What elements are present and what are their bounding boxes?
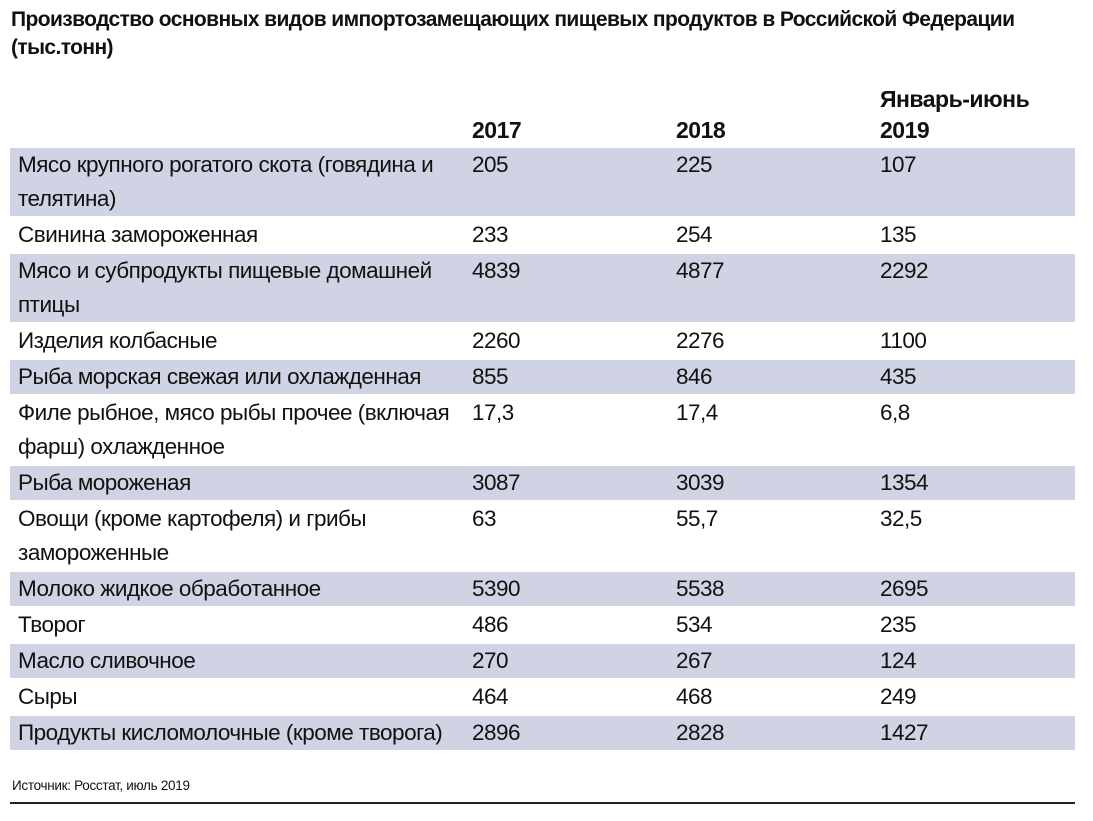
value-2017: 63 — [472, 506, 497, 531]
value-2018: 534 — [676, 612, 713, 637]
value-2019-h1: 124 — [880, 644, 1075, 678]
value-2017: 486 — [472, 612, 509, 637]
table-row: Изделия колбасные 2260 2276 1100 — [10, 324, 1075, 358]
row-label: Масло сливочное — [10, 644, 472, 678]
value-2019-h1: 2695 — [880, 572, 1075, 606]
value-2017: 17,3 — [472, 400, 514, 425]
table-row: Продукты кисломолочные (кроме творога) 28… — [10, 716, 1075, 750]
value-2019-h1: 2292 — [880, 254, 1075, 322]
header-2017: 2017 — [472, 117, 522, 143]
row-label: Сыры — [18, 684, 78, 709]
row-label: Рыба мороженая — [10, 466, 472, 500]
table-row: Творог 486 534 235 — [10, 608, 1075, 642]
value-2018: 3039 — [676, 466, 880, 500]
value-2017: 270 — [472, 644, 676, 678]
value-2017: 2896 — [472, 716, 676, 750]
row-label: Мясо и субпродукты пищевые домашней птиц… — [10, 254, 472, 322]
table-row: Рыба мороженая 3087 3039 1354 — [10, 466, 1075, 500]
value-2019-h1: 235 — [880, 612, 917, 637]
row-label: Рыба морская свежая или охлажденная — [10, 360, 472, 394]
value-2019-h1: 1354 — [880, 466, 1075, 500]
value-2018: 225 — [676, 148, 880, 216]
value-2017: 464 — [472, 684, 509, 709]
table-row: Мясо и субпродукты пищевые домашней птиц… — [10, 254, 1075, 322]
value-2018: 267 — [676, 644, 880, 678]
value-2017: 3087 — [472, 466, 676, 500]
table-row: Свинина замороженная 233 254 135 — [10, 218, 1075, 252]
row-label: Свинина замороженная — [18, 222, 258, 247]
value-2018: 2828 — [676, 716, 880, 750]
table-row: Филе рыбное, мясо рыбы прочее (включая ф… — [10, 396, 1075, 464]
value-2019-h1: 435 — [880, 360, 1075, 394]
value-2018: 254 — [676, 222, 713, 247]
value-2018: 4877 — [676, 254, 880, 322]
value-2019-h1: 107 — [880, 148, 1075, 216]
source-note: Источник: Росстат, июль 2019 — [12, 778, 190, 793]
value-2019-h1: 32,5 — [880, 506, 922, 531]
value-2018: 2276 — [676, 328, 725, 353]
value-2019-h1: 6,8 — [880, 400, 910, 425]
table-row: Масло сливочное 270 267 124 — [10, 644, 1075, 678]
table-row: Рыба морская свежая или охлажденная 855 84… — [10, 360, 1075, 394]
row-label: Молоко жидкое обработанное — [10, 572, 472, 606]
table-row: Молоко жидкое обработанное 5390 5538 2695 — [10, 572, 1075, 606]
header-item — [10, 84, 472, 146]
header-row: 2017 2018 Январь-июнь 2019 — [10, 84, 1075, 146]
value-2017: 4839 — [472, 254, 676, 322]
table-row: Овощи (кроме картофеля) и грибы замороже… — [10, 502, 1075, 570]
value-2019-h1: 1427 — [880, 716, 1075, 750]
row-label: Овощи (кроме картофеля) и грибы замороже… — [18, 506, 367, 565]
table-row: Сыры 464 468 249 — [10, 680, 1075, 714]
header-2018: 2018 — [676, 117, 726, 143]
bottom-rule — [10, 802, 1075, 804]
value-2017: 2260 — [472, 328, 521, 353]
value-2019-h1: 135 — [880, 222, 917, 247]
row-label: Творог — [18, 612, 86, 637]
row-label: Филе рыбное, мясо рыбы прочее (включая ф… — [18, 400, 450, 459]
value-2019-h1: 249 — [880, 684, 917, 709]
row-label: Мясо крупного рогатого скота (говядина и… — [10, 148, 472, 216]
value-2019-h1: 1100 — [880, 328, 927, 353]
value-2017: 5390 — [472, 572, 676, 606]
header-2019-h1: Январь-июнь 2019 — [880, 86, 1030, 143]
table-title: Производство основных видов импортозамещ… — [11, 8, 1015, 59]
row-label: Продукты кисломолочные (кроме творога) — [10, 716, 472, 750]
row-label: Изделия колбасные — [18, 328, 218, 353]
value-2017: 855 — [472, 360, 676, 394]
value-2017: 205 — [472, 148, 676, 216]
value-2018: 846 — [676, 360, 880, 394]
value-2018: 5538 — [676, 572, 880, 606]
value-2018: 468 — [676, 684, 713, 709]
table-row: Мясо крупного рогатого скота (говядина и… — [10, 148, 1075, 216]
value-2017: 233 — [472, 222, 509, 247]
value-2018: 55,7 — [676, 506, 718, 531]
production-table: 2017 2018 Январь-июнь 2019 Мясо крупного… — [10, 82, 1075, 752]
value-2018: 17,4 — [676, 400, 718, 425]
